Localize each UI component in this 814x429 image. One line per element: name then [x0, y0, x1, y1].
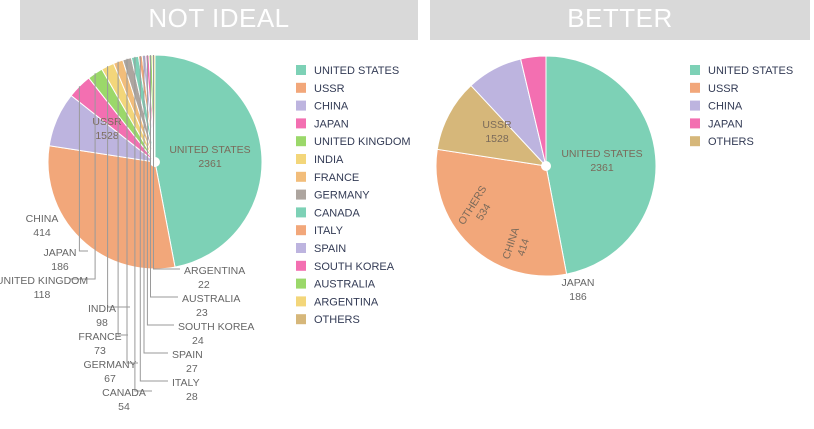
label-australia: AUSTRALIA [182, 293, 240, 305]
legend-entry-china: CHINA [314, 101, 349, 113]
label-united-states: UNITED STATES [169, 144, 250, 156]
legend-entry-argentina: ARGENTINA [314, 296, 379, 308]
slice-ussr [435, 148, 568, 277]
leader-line-japan [78, 86, 88, 252]
legend-not-ideal: UNITED STATES USSR CHINA JAPAN UNITED KINGDO… [296, 65, 411, 326]
legend-swatch-china [690, 100, 700, 111]
value-united-states: 2361 [198, 158, 222, 170]
leader-line-spain [143, 55, 168, 354]
legend-swatch-argentina [296, 296, 306, 307]
leader-line-germany [126, 58, 138, 364]
legend-swatch-united-states [296, 65, 306, 75]
slice-united-states [154, 54, 263, 268]
legend-entry-others: OTHERS [314, 314, 360, 326]
value-canada: 54 [118, 401, 130, 413]
value-spain: 27 [186, 363, 198, 375]
legend-entry-india: INDIA [314, 154, 344, 166]
value-china: 414 [33, 227, 51, 239]
slice-others [436, 84, 548, 167]
label-france: FRANCE [78, 331, 121, 343]
label-south-korea: SOUTH KOREA [178, 321, 254, 333]
value-india: 98 [96, 317, 108, 329]
legend-entry-canada: CANADA [314, 207, 361, 219]
legend-swatch-others [690, 136, 700, 147]
legend-entry-italy: ITALY [314, 225, 344, 237]
value-japan: 186 [569, 291, 587, 303]
legend-entry-china: CHINA [708, 101, 743, 113]
label-italy: ITALY [172, 377, 200, 389]
leader-line-australia [150, 55, 178, 298]
legend-swatch-others [296, 314, 306, 325]
legend-entry-spain: SPAIN [314, 243, 346, 255]
legend-entry-japan: JAPAN [314, 118, 349, 130]
leader-line-united-kingdom [70, 73, 96, 280]
label-spain: SPAIN [172, 349, 203, 361]
label-japan: JAPAN [561, 277, 594, 289]
label-india: INDIA [88, 303, 116, 315]
legend-entry-ussr: USSR [708, 83, 739, 95]
label-argentina: ARGENTINA [184, 265, 245, 277]
legend-swatch-japan [690, 118, 700, 129]
leader-line-india [107, 66, 130, 308]
label-canada: CANADA [102, 387, 146, 399]
legend-entry-united-states: UNITED STATES [314, 65, 399, 77]
value-australia: 23 [196, 307, 208, 319]
legend-swatch-united-kingdom [296, 136, 306, 147]
leader-line-argentina [153, 55, 180, 270]
legend-swatch-south-korea [296, 260, 306, 271]
pie-center-dot [150, 157, 160, 167]
legend-swatch-australia [296, 278, 306, 289]
legend-entry-south-korea: SOUTH KOREA [314, 261, 395, 273]
value-germany: 67 [104, 373, 116, 385]
legend-swatch-france [296, 171, 306, 182]
legend-entry-germany: GERMANY [314, 190, 370, 202]
legend-swatch-united-states [690, 65, 700, 75]
legend-entry-ussr: USSR [314, 83, 345, 95]
value-ussr: 1528 [95, 130, 119, 142]
value-france: 73 [94, 345, 106, 357]
chart-title-better: BETTER [430, 0, 810, 40]
legend-entry-australia: AUSTRALIA [314, 279, 376, 291]
leader-line-south-korea [146, 55, 174, 326]
label-united-states: UNITED STATES [561, 148, 642, 160]
legend-swatch-japan [296, 118, 306, 129]
legend-entry-others: OTHERS [708, 136, 754, 148]
pie-not-ideal: UNITED STATES2361USSR1528CHINA414JAPAN18… [0, 54, 263, 413]
slice-japan [520, 55, 547, 167]
value-china: 414 [515, 237, 532, 258]
pie-better: UNITED STATES2361USSR1528OTHERS534CHINA4… [435, 55, 657, 303]
legend-swatch-india [296, 154, 306, 164]
legend-entry-united-states: UNITED STATES [708, 65, 793, 77]
legend-swatch-germany [296, 189, 306, 200]
label-united-kingdom: UNITED KINGDOM [0, 275, 88, 287]
legend-swatch-china [296, 100, 306, 111]
value-argentina: 22 [198, 279, 210, 291]
value-south-korea: 24 [192, 335, 204, 347]
value-italy: 28 [186, 391, 198, 403]
legend-better: UNITED STATES USSR CHINA JAPAN OTHERS [690, 65, 793, 148]
label-china: CHINA [26, 213, 59, 225]
legend-entry-japan: JAPAN [708, 118, 743, 130]
legend-entry-france: FRANCE [314, 172, 359, 184]
leader-line-canada [134, 56, 152, 392]
pie-center-dot [541, 161, 551, 171]
chart-title-not-ideal: NOT IDEAL [20, 0, 418, 40]
legend-swatch-ussr [296, 82, 306, 93]
legend-swatch-spain [296, 243, 306, 253]
legend-swatch-canada [296, 207, 306, 218]
label-japan: JAPAN [43, 247, 76, 259]
value-ussr: 1528 [485, 133, 509, 145]
slice-united-states [545, 55, 657, 275]
label-ussr: USSR [482, 119, 512, 131]
legend-swatch-ussr [690, 82, 700, 93]
leader-line-italy [139, 56, 168, 382]
label-germany: GERMANY [83, 359, 136, 371]
legend-swatch-italy [296, 225, 306, 236]
leader-line-france [117, 61, 128, 336]
value-united-states: 2361 [590, 162, 614, 174]
legend-entry-united-kingdom: UNITED KINGDOM [314, 136, 411, 148]
value-japan: 186 [51, 261, 69, 273]
value-united-kingdom: 118 [34, 289, 51, 301]
